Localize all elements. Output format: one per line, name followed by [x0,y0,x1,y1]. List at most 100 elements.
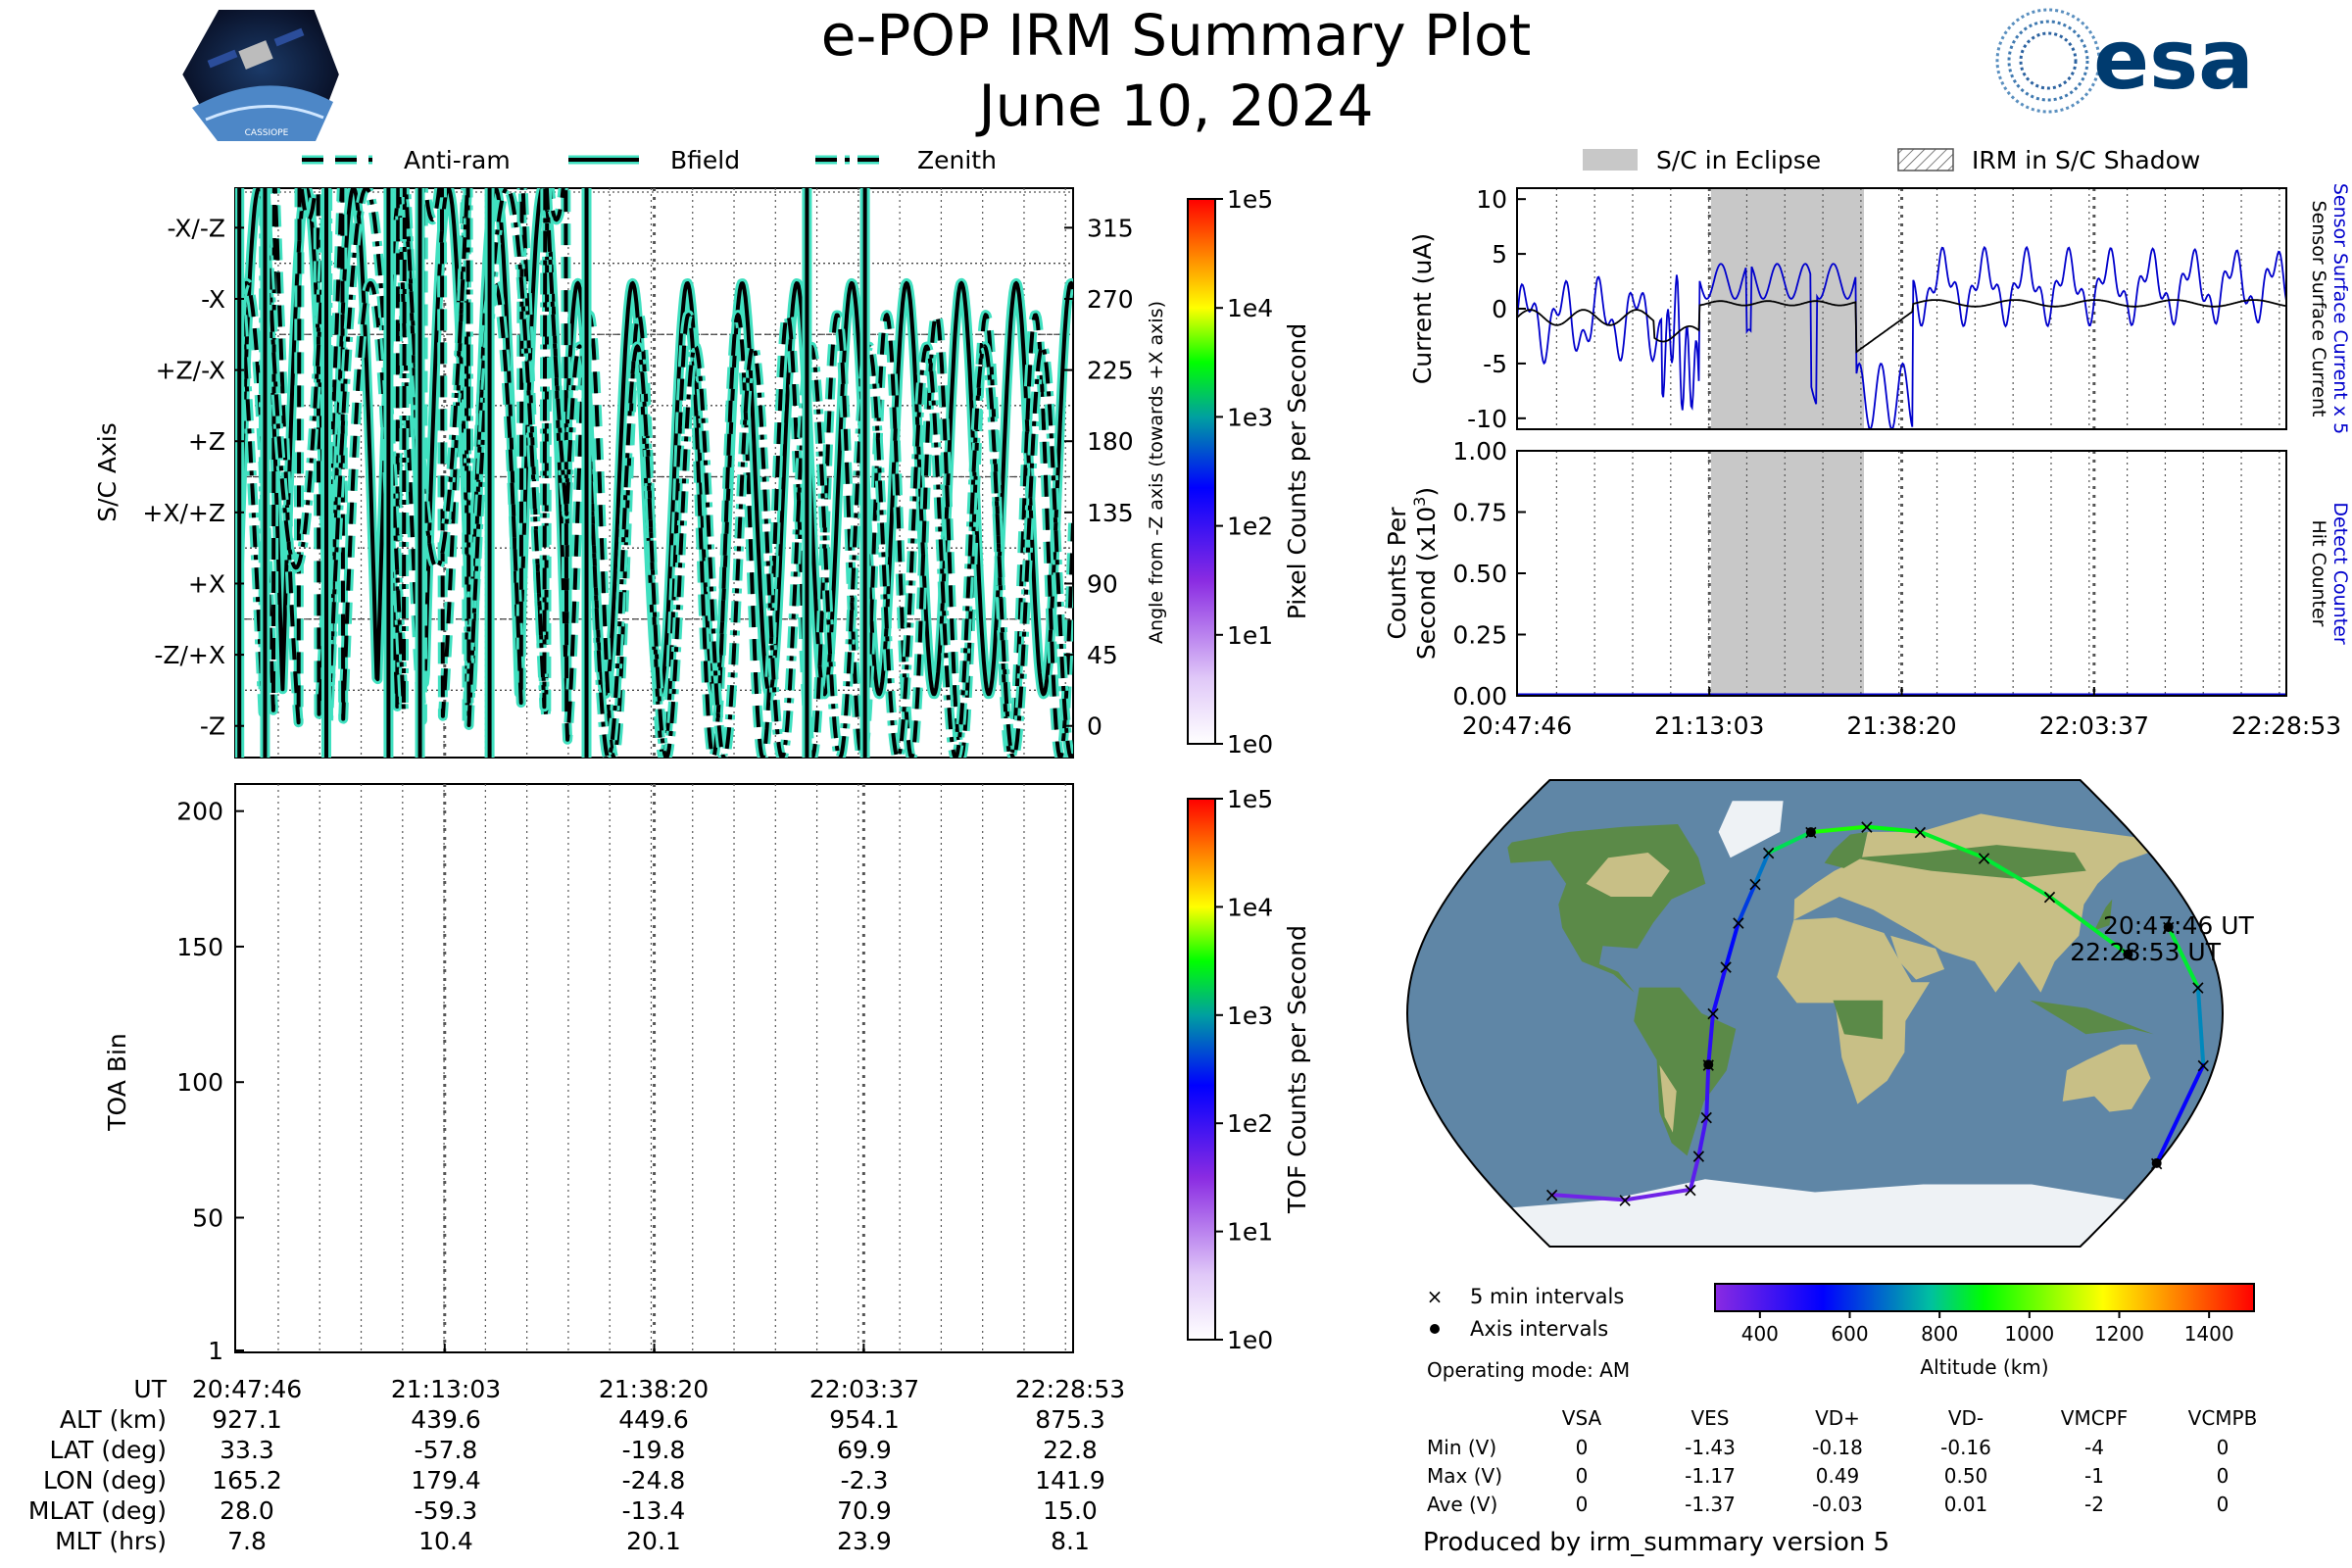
shadow-legend-label: IRM in S/C Shadow [1972,146,2200,174]
angle-value-label: 225 [1087,357,1134,385]
angle-axis-label: +Z [188,427,225,456]
colorbar-tick-label: 1e4 [1227,893,1273,921]
scandinavia [1824,831,1868,868]
altitude-tick-label: 1200 [2094,1322,2144,1346]
ephemeris-cell: 22:03:37 [809,1375,919,1403]
colorbar-tick-label: 1e0 [1227,1326,1273,1354]
voltage-cell: 0 [1576,1493,1589,1516]
toa-ylabel: TOA Bin [103,1033,131,1132]
angle-axis-label: -Z [200,712,225,741]
current-panel: S/C in Eclipse IRM in S/C Shadow 10 5 0 -5 -1… [1408,146,2351,434]
current-lines [1517,245,2286,429]
colorbar-gradient [1187,198,1216,745]
current-eclipse-band [1710,188,1865,429]
orbit-segment [2047,895,2131,956]
current-tick-label: -10 [1467,405,1507,433]
ephemeris-cell: 179.4 [411,1466,481,1494]
ephemeris-cell: 23.9 [837,1527,892,1555]
five-min-marker: × [1760,841,1777,864]
counts-right-label-blue: Detect Counter [2329,502,2351,645]
colorbar-tick-label: 1e2 [1227,1109,1273,1138]
axis-marker-icon [1430,1324,1440,1334]
tof-colorbar: 1e5 1e4 1e3 1e2 1e1 1e0 TOF Counts per Second [1187,785,1311,1354]
ephemeris-cell: 69.9 [837,1436,892,1464]
ephemeris-cell: -13.4 [622,1496,686,1525]
current-tick-label: 0 [1492,295,1507,323]
five-min-marker: × [2190,976,2207,1000]
orbit-segment [1688,1153,1701,1192]
plot-title: e-POP IRM Summary Plot [821,2,1532,69]
ephemeris-cell: -19.8 [622,1436,686,1464]
voltage-cell: -1 [2084,1464,2104,1488]
colorbar-tick-label: 1e3 [1227,403,1273,431]
five-min-marker: × [1976,846,1992,869]
eclipse-band [1710,451,1865,696]
counts-ylabel-main: Second (x10 [1412,507,1441,660]
ephemeris-cell: 22.8 [1043,1436,1098,1464]
five-min-marker: × [2160,915,2177,939]
eclipse-band [1710,188,1865,429]
angle-legend: Anti-ram Bfield Zenith [302,146,997,174]
current-legend: S/C in Eclipse IRM in S/C Shadow [1583,146,2200,174]
voltage-row-label: Max (V) [1427,1464,1502,1488]
current-ylabel: Current (uA) [1408,233,1437,384]
zenith-curve [235,188,1073,758]
toa-yticks: 200 150 100 50 1 [176,798,1074,1365]
ephemeris-cell: 8.1 [1051,1527,1090,1555]
orbit-segment [1704,1062,1711,1119]
five-min-marker: × [1802,820,1819,844]
angle-value-label: 180 [1087,427,1134,456]
orbit-map: × × × × × × × × × × × × × × × × × × × × × 20:47:46 UT 22:28:… [1405,779,2255,1248]
five-min-marker: × [1700,1053,1717,1076]
five-min-marker: × [2148,1152,2165,1175]
ephemeris-row-label: LAT (deg) [49,1436,167,1464]
voltage-cell: 0 [2217,1436,2230,1459]
voltage-cell: -0.16 [1940,1436,1991,1459]
orbit-segment [1736,881,1758,925]
ephemeris-row-label: ALT (km) [60,1405,167,1434]
colorbar-tick-label: 1e2 [1227,513,1273,541]
counts-xtick-label: 22:03:37 [2039,711,2149,740]
toa-panel: 200 150 100 50 1 TOA Bin 1e5 1e4 1e3 1e2 1e1 1e0 T… [103,783,1311,1365]
voltage-cell: -0.03 [1812,1493,1863,1516]
esa-wordmark: esa [2093,12,2254,108]
counts-ylabel-exp: 3 [1410,497,1429,507]
orbit-segment [1808,824,1869,835]
altitude-tick-label: 1000 [2004,1322,2054,1346]
five-min-marker: × [2120,943,2136,966]
five-min-marker: × [2195,1054,2212,1077]
orbit-segment [2166,924,2200,990]
five-min-marker: × [2041,885,2058,908]
five-min-marker: × [1683,1178,1699,1201]
colorbar-tick-label: 1e1 [1227,1218,1273,1247]
counts-tick-label: 0.25 [1452,621,1507,650]
ephemeris-cell: 439.6 [411,1405,481,1434]
colorbar-title: Pixel Counts per Second [1283,323,1311,619]
counts-tick-label: 0.00 [1452,682,1507,710]
ephemeris-cell: 165.2 [212,1466,282,1494]
angle-axis-label: +X/+Z [142,499,225,527]
five-min-marker: × [1698,1105,1715,1129]
badge-label: CASSIOPE [245,128,289,138]
five-min-marker: × [1858,815,1875,839]
ephemeris-cell: 875.3 [1035,1405,1105,1434]
ephemeris-cell: -2.3 [841,1466,889,1494]
five-min-marker: × [1690,1144,1707,1167]
counts-yticks: 1.00 0.75 0.50 0.25 0.00 [1452,437,1526,710]
current-x5-line [1517,245,2286,429]
voltage-header: VSA [1562,1406,1602,1430]
voltage-cell: -2 [2084,1493,2104,1516]
current-yticks: 10 5 0 -5 -10 [1467,185,1526,433]
counts-xtick-label: 20:47:46 [1462,711,1572,740]
voltage-header: VD- [1948,1406,1984,1430]
counts-grid [1555,451,2280,696]
angle-panel: Anti-ram Bfield Zenith -X/-Z -X +Z/-X +Z +X/+Z… [93,146,1311,759]
map-legend: × 5 min intervals Axis intervals [1427,1285,1625,1341]
orbit-segment [1864,824,1923,834]
voltage-cell: -4 [2084,1436,2104,1459]
ephemeris-cell: 70.9 [837,1496,892,1525]
angle-axis-label: +Z/-X [156,357,225,385]
voltage-header: VMCPF [2061,1406,2128,1430]
altitude-tick-label: 400 [1741,1322,1779,1346]
